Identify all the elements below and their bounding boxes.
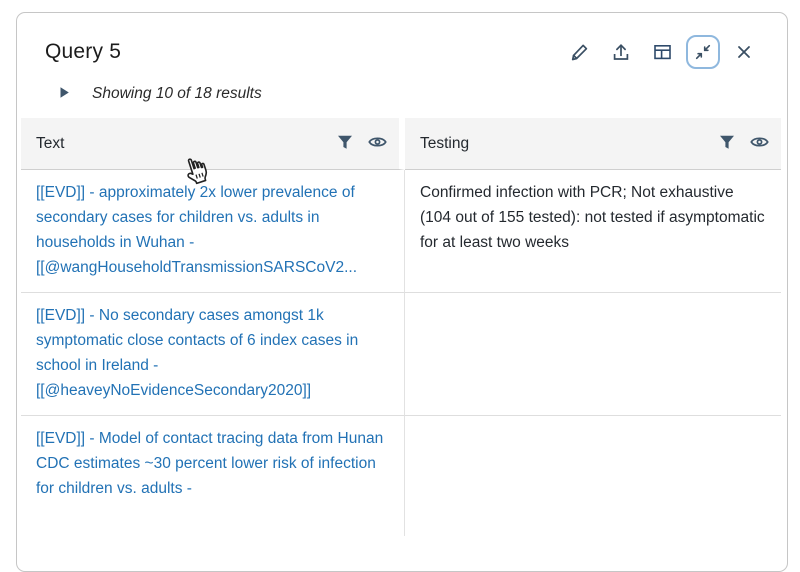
column-label: Text <box>36 134 65 152</box>
collapse-button[interactable] <box>686 35 720 69</box>
close-button[interactable] <box>727 35 761 69</box>
column-header-text[interactable]: Text <box>21 118 405 170</box>
text-cell-link[interactable]: [[EVD]] - Model of contact tracing data … <box>21 416 405 536</box>
column-controls <box>337 135 387 153</box>
column-label: Testing <box>420 134 470 152</box>
text-cell-link[interactable]: [[EVD]] - approximately 2x lower prevale… <box>21 170 405 293</box>
pencil-icon <box>570 42 590 62</box>
text-cell-link[interactable]: [[EVD]] - No secondary cases amongst 1k … <box>21 293 405 416</box>
panel-header: Query 5 <box>17 13 787 69</box>
edit-button[interactable] <box>563 35 597 69</box>
column-controls <box>719 135 769 153</box>
filter-button[interactable] <box>719 135 735 153</box>
results-summary: Showing 10 of 18 results <box>92 85 262 102</box>
filter-button[interactable] <box>337 135 353 153</box>
expand-toggle-button[interactable] <box>59 86 70 102</box>
column-header-testing[interactable]: Testing <box>405 118 781 170</box>
collapse-icon <box>693 42 713 62</box>
testing-cell <box>405 416 781 536</box>
filter-icon <box>719 135 735 153</box>
results-summary-row: Showing 10 of 18 results <box>17 69 787 103</box>
filter-icon <box>337 135 353 153</box>
eye-icon <box>750 135 769 152</box>
close-icon <box>735 43 753 61</box>
table-row: [[EVD]] - Model of contact tracing data … <box>21 416 781 536</box>
visibility-button[interactable] <box>750 135 769 152</box>
results-table: Text <box>21 118 781 536</box>
query-panel: Query 5 <box>16 12 788 572</box>
export-button[interactable] <box>604 35 638 69</box>
upload-icon <box>611 42 631 62</box>
panel-title: Query 5 <box>45 40 122 63</box>
toolbar <box>563 35 761 69</box>
testing-cell: Confirmed infection with PCR; Not exhaus… <box>405 170 781 293</box>
table-view-button[interactable] <box>645 35 679 69</box>
table-row: [[EVD]] - No secondary cases amongst 1k … <box>21 293 781 416</box>
table-row: [[EVD]] - approximately 2x lower prevale… <box>21 170 781 293</box>
testing-cell <box>405 293 781 416</box>
table-layout-icon <box>652 42 673 62</box>
visibility-button[interactable] <box>368 135 387 152</box>
table-header: Text <box>21 118 781 170</box>
eye-icon <box>368 135 387 152</box>
triangle-right-icon <box>59 86 70 102</box>
